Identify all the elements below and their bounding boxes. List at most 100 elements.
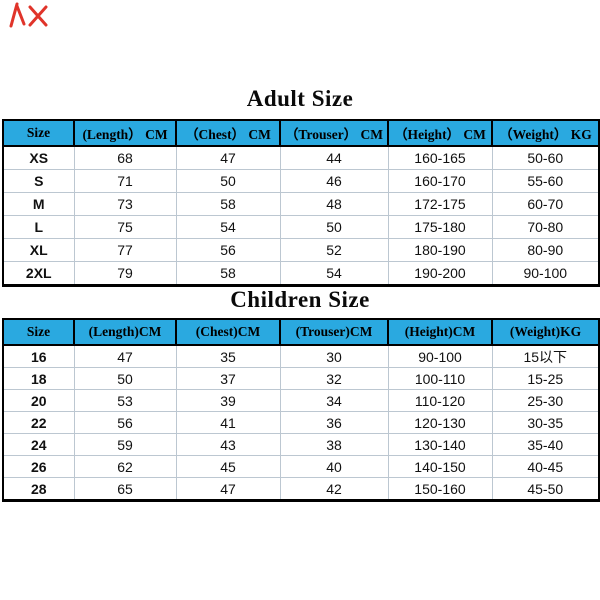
table-cell: 70-80 bbox=[491, 215, 600, 239]
table-cell: 50 bbox=[175, 169, 281, 193]
table-cell: 50 bbox=[279, 215, 389, 239]
table-cell: 160-165 bbox=[387, 145, 493, 170]
table-row: 2XL 79 58 54 190-200 90-100 bbox=[2, 261, 600, 286]
red-scribble-mark bbox=[5, 2, 51, 30]
table-cell: 28 bbox=[2, 477, 75, 501]
table-cell: 26 bbox=[2, 455, 75, 478]
table-cell: 58 bbox=[175, 192, 281, 216]
column-header: (Weight)KG bbox=[491, 318, 600, 346]
table-cell: 50 bbox=[73, 367, 177, 390]
table-row: XS 68 47 44 160-165 50-60 bbox=[2, 145, 600, 170]
table-cell: 110-120 bbox=[387, 389, 493, 412]
table-cell: 175-180 bbox=[387, 215, 493, 239]
table-row: 26 62 45 40 140-150 40-45 bbox=[2, 455, 600, 478]
table-cell: 47 bbox=[73, 344, 177, 368]
table-cell: 15-25 bbox=[491, 367, 600, 390]
table-cell: 30 bbox=[279, 344, 389, 368]
column-header: （Chest） CM bbox=[175, 119, 281, 147]
table-cell: 37 bbox=[175, 367, 281, 390]
table-cell: 56 bbox=[175, 238, 281, 262]
column-header: （Trouser） CM bbox=[279, 119, 389, 147]
table-row: XL 77 56 52 180-190 80-90 bbox=[2, 238, 600, 262]
table-cell: 40-45 bbox=[491, 455, 600, 478]
table-cell: 54 bbox=[279, 261, 389, 286]
red-scribble-icon bbox=[9, 2, 48, 28]
table-row: 22 56 41 36 120-130 30-35 bbox=[2, 411, 600, 434]
children-size-title: Children Size bbox=[230, 287, 370, 312]
table-cell: 46 bbox=[279, 169, 389, 193]
table-cell: XL bbox=[2, 238, 75, 262]
table-cell: 40 bbox=[279, 455, 389, 478]
table-cell: M bbox=[2, 192, 75, 216]
column-header: Size bbox=[2, 318, 75, 346]
column-header: Size bbox=[2, 119, 75, 147]
table-cell: 16 bbox=[2, 344, 75, 368]
column-header: (Length） CM bbox=[73, 119, 177, 147]
table-cell: 44 bbox=[279, 145, 389, 170]
table-cell: 80-90 bbox=[491, 238, 600, 262]
table-cell: 55-60 bbox=[491, 169, 600, 193]
column-header: (Length)CM bbox=[73, 318, 177, 346]
table-cell: 2XL bbox=[2, 261, 75, 286]
table-cell: 43 bbox=[175, 433, 281, 456]
table-row: S 71 50 46 160-170 55-60 bbox=[2, 169, 600, 193]
table-cell: 71 bbox=[73, 169, 177, 193]
table-cell: 62 bbox=[73, 455, 177, 478]
table-cell: 79 bbox=[73, 261, 177, 286]
table-cell: 45 bbox=[175, 455, 281, 478]
table-cell: 32 bbox=[279, 367, 389, 390]
table-cell: 52 bbox=[279, 238, 389, 262]
table-cell: 45-50 bbox=[491, 477, 600, 501]
adult-size-title: Adult Size bbox=[246, 86, 354, 111]
table-row: 20 53 39 34 110-120 25-30 bbox=[2, 389, 600, 412]
table-cell: 140-150 bbox=[387, 455, 493, 478]
table-cell: 24 bbox=[2, 433, 75, 456]
table-cell: 22 bbox=[2, 411, 75, 434]
table-row: 28 65 47 42 150-160 45-50 bbox=[2, 477, 600, 501]
table-cell: 30-35 bbox=[491, 411, 600, 434]
adult-header-row: Size (Length） CM （Chest） CM （Trouser） CM （He… bbox=[2, 119, 600, 147]
table-cell: 36 bbox=[279, 411, 389, 434]
table-cell: 39 bbox=[175, 389, 281, 412]
table-cell: 65 bbox=[73, 477, 177, 501]
table-row: M 73 58 48 172-175 60-70 bbox=[2, 192, 600, 216]
table-cell: 38 bbox=[279, 433, 389, 456]
table-cell: 54 bbox=[175, 215, 281, 239]
table-cell: 75 bbox=[73, 215, 177, 239]
table-cell: 42 bbox=[279, 477, 389, 501]
table-cell: 77 bbox=[73, 238, 177, 262]
table-cell: 47 bbox=[175, 145, 281, 170]
table-cell: 58 bbox=[175, 261, 281, 286]
table-cell: 47 bbox=[175, 477, 281, 501]
table-cell: 100-110 bbox=[387, 367, 493, 390]
table-cell: 35 bbox=[175, 344, 281, 368]
table-cell: 20 bbox=[2, 389, 75, 412]
table-cell: L bbox=[2, 215, 75, 239]
table-cell: 48 bbox=[279, 192, 389, 216]
table-row: 18 50 37 32 100-110 15-25 bbox=[2, 367, 600, 390]
children-size-table: Size (Length)CM (Chest)CM (Trouser)CM (Heigh… bbox=[2, 318, 600, 502]
table-row: 24 59 43 38 130-140 35-40 bbox=[2, 433, 600, 456]
table-cell: 172-175 bbox=[387, 192, 493, 216]
children-header-row: Size (Length)CM (Chest)CM (Trouser)CM (Heigh… bbox=[2, 318, 600, 346]
column-header: (Trouser)CM bbox=[279, 318, 389, 346]
table-cell: 34 bbox=[279, 389, 389, 412]
table-row: L 75 54 50 175-180 70-80 bbox=[2, 215, 600, 239]
table-cell: 73 bbox=[73, 192, 177, 216]
table-cell: 68 bbox=[73, 145, 177, 170]
table-cell: 25-30 bbox=[491, 389, 600, 412]
table-cell: 50-60 bbox=[491, 145, 600, 170]
table-cell: 56 bbox=[73, 411, 177, 434]
table-cell: XS bbox=[2, 145, 75, 170]
table-cell: 190-200 bbox=[387, 261, 493, 286]
table-cell: 53 bbox=[73, 389, 177, 412]
column-header: （Weight） KG bbox=[491, 119, 600, 147]
table-cell: 35-40 bbox=[491, 433, 600, 456]
table-cell: 90-100 bbox=[387, 344, 493, 368]
table-cell: 59 bbox=[73, 433, 177, 456]
table-cell: 41 bbox=[175, 411, 281, 434]
table-cell: S bbox=[2, 169, 75, 193]
column-header: （Height） CM bbox=[387, 119, 493, 147]
table-row: 16 47 35 30 90-100 15以下 bbox=[2, 344, 600, 368]
